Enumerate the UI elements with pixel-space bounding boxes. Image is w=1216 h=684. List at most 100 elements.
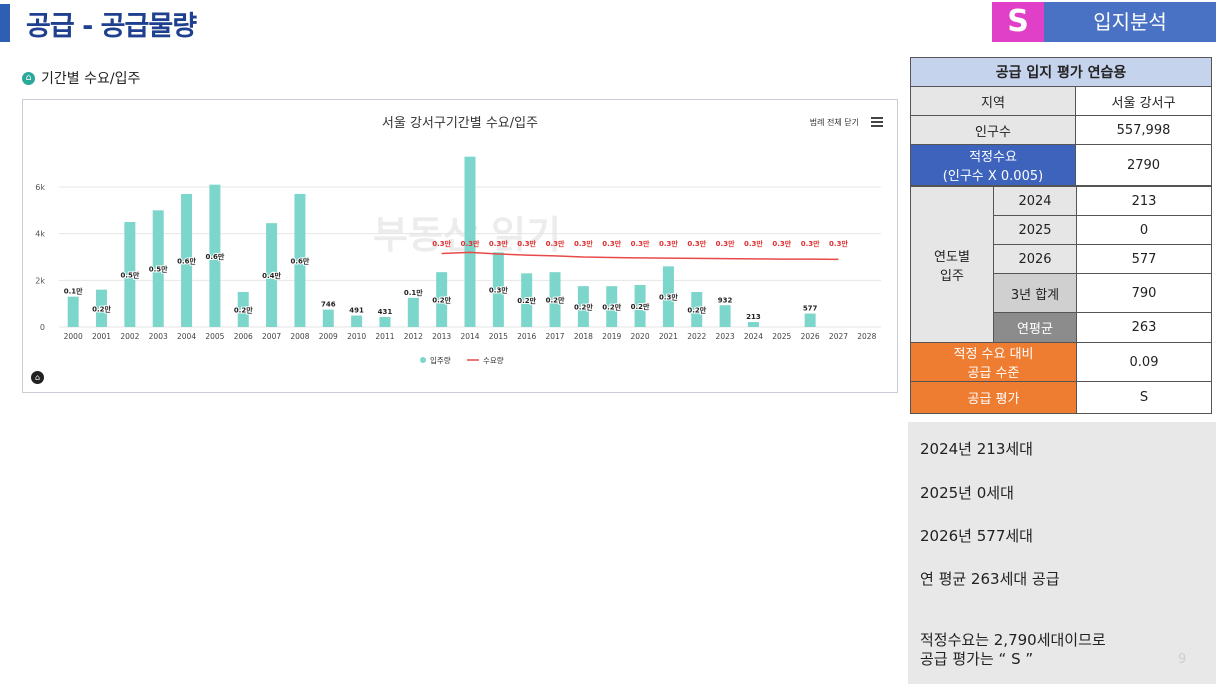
- line-data-label: 0.3만: [829, 239, 848, 248]
- bar-data-label: 0.1만: [64, 287, 83, 296]
- bar-data-label: 0.5만: [149, 265, 168, 274]
- bar-data-label: 0.2만: [687, 306, 706, 315]
- note-2024: 2024년 213세대: [920, 440, 1033, 458]
- yearly-label-text: 연도별 입주: [934, 249, 970, 284]
- y-tick-label: 4k: [35, 230, 45, 239]
- note-2025: 2025년 0세대: [920, 484, 1014, 502]
- line-data-label: 0.3만: [772, 239, 791, 248]
- eval-label: 공급 평가: [910, 381, 1077, 414]
- bar: [266, 223, 278, 327]
- line-data-label: 0.3만: [602, 239, 621, 248]
- bar: [606, 286, 618, 327]
- logo-icon: ⌂: [31, 371, 44, 384]
- line-data-label: 0.3만: [574, 239, 593, 248]
- section-title: 기간별 수요/입주: [41, 71, 141, 87]
- x-tick-label: 2027: [829, 332, 848, 341]
- x-tick-label: 2014: [460, 332, 479, 341]
- bar: [662, 266, 674, 327]
- bar: [634, 285, 646, 327]
- x-tick-label: 2024: [744, 332, 763, 341]
- x-tick-label: 2003: [149, 332, 168, 341]
- line-data-label: 0.3만: [659, 239, 678, 248]
- bar: [436, 272, 448, 327]
- x-tick-label: 2019: [602, 332, 621, 341]
- ratio-label-text: 적정 수요 대비 공급 수준: [953, 347, 1034, 381]
- population-label: 인구수: [910, 115, 1076, 145]
- population-value: 557,998: [1075, 115, 1212, 145]
- x-tick-label: 2012: [404, 332, 423, 341]
- bar-data-label: 0.2만: [546, 296, 565, 305]
- line-data-label: 0.3만: [631, 239, 650, 248]
- year-2026-value: 577: [1076, 244, 1212, 274]
- bar: [351, 315, 363, 327]
- bar-data-label: 491: [349, 307, 364, 315]
- yearly-table: 연도별 입주 2024 213 2025 0 2026 577 3년 합계 79…: [910, 186, 1212, 414]
- bar-data-label: 0.2만: [574, 303, 593, 312]
- page-title: 공급 - 공급물량: [26, 11, 197, 42]
- bar: [691, 292, 703, 327]
- x-tick-label: 2022: [687, 332, 706, 341]
- year-2026-label: 2026: [993, 244, 1077, 274]
- bar-data-label: 0.1만: [404, 288, 423, 297]
- region-value: 서울 강서구: [1075, 86, 1212, 116]
- bar-data-label: 0.3만: [659, 293, 678, 302]
- x-tick-label: 2001: [92, 332, 111, 341]
- evaluation-table: 공급 입지 평가 연습용 지역 서울 강서구 인구수 557,998 적정수요 …: [910, 57, 1212, 186]
- x-tick-label: 2015: [489, 332, 508, 341]
- bar-data-label: 932: [718, 296, 733, 304]
- bar: [747, 322, 759, 327]
- bar: [804, 313, 816, 327]
- line-data-label: 0.3만: [744, 239, 763, 248]
- legend-toggle-button[interactable]: 범례 전체 닫기: [809, 118, 859, 127]
- bar: [294, 194, 306, 327]
- bar-data-label: 0.2만: [631, 302, 650, 311]
- bar-data-label: 0.2만: [432, 296, 451, 305]
- x-tick-label: 2023: [716, 332, 735, 341]
- line-data-label: 0.3만: [432, 239, 451, 248]
- year-2024-value: 213: [1076, 186, 1212, 216]
- ratio-label: 적정 수요 대비 공급 수준: [910, 342, 1077, 382]
- sum-value: 790: [1076, 273, 1212, 313]
- x-tick-label: 2018: [574, 332, 593, 341]
- legend-label-bar: 입주량: [430, 356, 451, 365]
- eval-value: S: [1076, 381, 1212, 414]
- bar-data-label: 0.5만: [120, 271, 139, 280]
- bar-data-label: 213: [746, 313, 761, 321]
- bar: [67, 296, 79, 327]
- ratio-value: 0.09: [1076, 342, 1212, 382]
- table-header: 공급 입지 평가 연습용: [910, 57, 1212, 87]
- section-heading: ⌂ 기간별 수요/입주: [22, 68, 140, 88]
- y-tick-label: 0: [40, 323, 45, 332]
- line-data-label: 0.3만: [801, 239, 820, 248]
- x-tick-label: 2006: [234, 332, 253, 341]
- x-tick-label: 2011: [375, 332, 394, 341]
- notes-panel: 2024년 213세대 2025년 0세대 2026년 577세대 연 평균 2…: [908, 422, 1216, 684]
- x-tick-label: 2013: [432, 332, 451, 341]
- note-conclusion-2: 공급 평가는 “ S ”: [920, 650, 1034, 668]
- x-tick-label: 2025: [772, 332, 791, 341]
- bar-data-label: 0.6만: [205, 252, 224, 261]
- sum-label: 3년 합계: [993, 273, 1077, 313]
- region-label: 지역: [910, 86, 1076, 116]
- bar-data-label: 746: [321, 301, 336, 309]
- x-tick-label: 2016: [517, 332, 536, 341]
- note-conclusion-1: 적정수요는 2,790세대이므로: [920, 631, 1106, 649]
- average-label: 연평균: [993, 312, 1077, 343]
- chart-title: 서울 강서구기간별 수요/입주: [381, 116, 539, 131]
- menu-icon[interactable]: [871, 117, 883, 127]
- line-data-label: 0.3만: [716, 239, 735, 248]
- x-tick-label: 2009: [319, 332, 338, 341]
- bar: [407, 297, 419, 327]
- legend-label-line: 수요량: [483, 356, 504, 365]
- yearly-label: 연도별 입주: [910, 186, 994, 343]
- demand-label: 적정수요 (인구수 X 0.005): [910, 144, 1076, 186]
- home-icon: ⌂: [22, 71, 35, 85]
- y-tick-label: 6k: [35, 183, 45, 192]
- category-label: 입지분석: [1044, 2, 1216, 42]
- chart-container: 부동산 읽기 서울 강서구기간별 수요/입주 범례 전체 닫기 0 2k 4k 6k 2…: [22, 99, 898, 393]
- bar: [492, 252, 504, 327]
- average-value: 263: [1076, 312, 1212, 343]
- bar: [181, 194, 193, 327]
- bar-data-label: 0.6만: [177, 257, 196, 266]
- y-tick-label: 2k: [35, 276, 45, 285]
